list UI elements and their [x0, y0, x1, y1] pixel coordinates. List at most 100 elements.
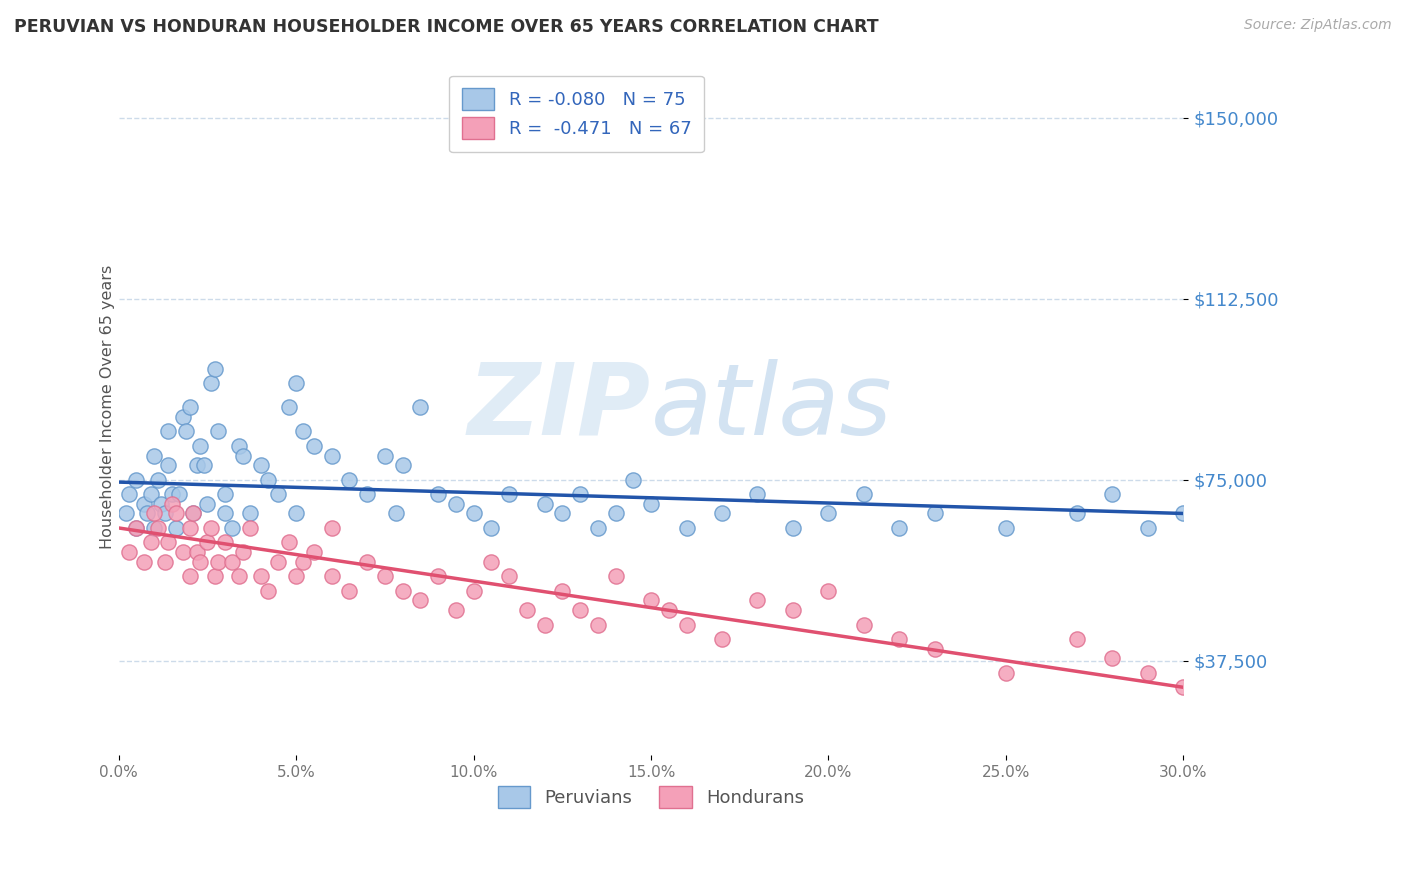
- Point: [197, 535, 219, 549]
- Point: [302, 439, 325, 453]
- Point: [321, 521, 343, 535]
- Point: [675, 521, 697, 535]
- Point: [200, 521, 222, 535]
- Point: [337, 583, 360, 598]
- Point: [132, 555, 155, 569]
- Point: [569, 603, 592, 617]
- Point: [498, 569, 520, 583]
- Point: [228, 439, 250, 453]
- Point: [181, 507, 204, 521]
- Point: [249, 458, 271, 473]
- Point: [605, 569, 627, 583]
- Text: PERUVIAN VS HONDURAN HOUSEHOLDER INCOME OVER 65 YEARS CORRELATION CHART: PERUVIAN VS HONDURAN HOUSEHOLDER INCOME …: [14, 18, 879, 36]
- Point: [193, 458, 215, 473]
- Point: [479, 521, 502, 535]
- Point: [479, 555, 502, 569]
- Point: [278, 401, 301, 415]
- Point: [232, 545, 254, 559]
- Point: [640, 497, 662, 511]
- Point: [165, 521, 187, 535]
- Point: [640, 593, 662, 607]
- Point: [1136, 521, 1159, 535]
- Point: [994, 521, 1017, 535]
- Point: [160, 497, 183, 511]
- Y-axis label: Householder Income Over 65 years: Householder Income Over 65 years: [100, 265, 115, 549]
- Point: [139, 487, 162, 501]
- Point: [143, 521, 166, 535]
- Point: [146, 521, 169, 535]
- Point: [285, 507, 308, 521]
- Point: [150, 497, 173, 511]
- Point: [782, 603, 804, 617]
- Point: [1136, 665, 1159, 680]
- Point: [409, 401, 432, 415]
- Point: [516, 603, 538, 617]
- Point: [356, 487, 378, 501]
- Point: [817, 583, 839, 598]
- Point: [165, 507, 187, 521]
- Point: [232, 449, 254, 463]
- Point: [675, 617, 697, 632]
- Point: [172, 545, 194, 559]
- Point: [204, 361, 226, 376]
- Point: [292, 425, 315, 439]
- Point: [569, 487, 592, 501]
- Point: [924, 641, 946, 656]
- Point: [239, 521, 262, 535]
- Point: [167, 487, 190, 501]
- Point: [179, 401, 201, 415]
- Point: [186, 545, 208, 559]
- Point: [153, 555, 176, 569]
- Point: [267, 487, 290, 501]
- Point: [139, 535, 162, 549]
- Point: [157, 458, 180, 473]
- Point: [256, 473, 278, 487]
- Point: [1243, 699, 1265, 714]
- Point: [157, 425, 180, 439]
- Point: [551, 507, 574, 521]
- Point: [125, 473, 148, 487]
- Text: Source: ZipAtlas.com: Source: ZipAtlas.com: [1244, 18, 1392, 32]
- Point: [267, 555, 290, 569]
- Point: [143, 449, 166, 463]
- Point: [179, 569, 201, 583]
- Point: [179, 521, 201, 535]
- Point: [533, 617, 555, 632]
- Point: [782, 521, 804, 535]
- Point: [292, 555, 315, 569]
- Point: [533, 497, 555, 511]
- Point: [551, 583, 574, 598]
- Point: [1173, 681, 1195, 695]
- Point: [994, 665, 1017, 680]
- Point: [114, 507, 136, 521]
- Point: [747, 593, 769, 607]
- Point: [172, 409, 194, 424]
- Point: [605, 507, 627, 521]
- Point: [889, 521, 911, 535]
- Point: [1066, 507, 1088, 521]
- Point: [214, 535, 236, 549]
- Point: [125, 521, 148, 535]
- Point: [143, 507, 166, 521]
- Point: [409, 593, 432, 607]
- Point: [586, 617, 609, 632]
- Legend: Peruvians, Hondurans: Peruvians, Hondurans: [491, 779, 811, 815]
- Point: [146, 473, 169, 487]
- Point: [207, 425, 229, 439]
- Point: [658, 603, 681, 617]
- Point: [463, 507, 485, 521]
- Point: [374, 569, 396, 583]
- Point: [444, 497, 467, 511]
- Point: [118, 545, 141, 559]
- Point: [1066, 632, 1088, 646]
- Point: [1173, 507, 1195, 521]
- Text: ZIP: ZIP: [468, 359, 651, 456]
- Point: [817, 507, 839, 521]
- Point: [188, 555, 211, 569]
- Point: [621, 473, 644, 487]
- Point: [1101, 651, 1123, 665]
- Point: [204, 569, 226, 583]
- Point: [889, 632, 911, 646]
- Point: [337, 473, 360, 487]
- Point: [278, 535, 301, 549]
